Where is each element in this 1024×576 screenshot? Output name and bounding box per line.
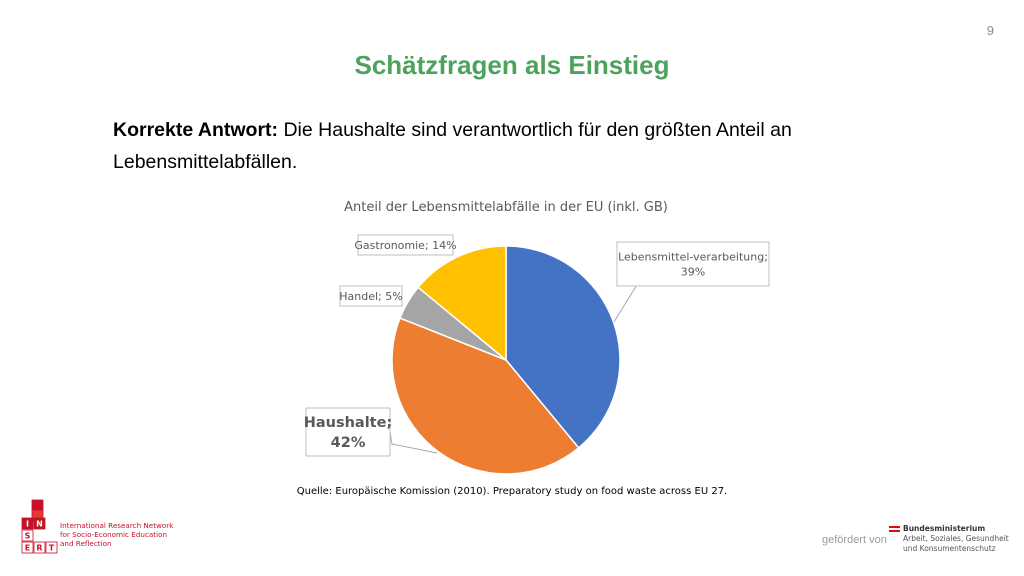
logo-letter: R: [36, 544, 42, 553]
ministry-line: Bundesministerium: [903, 524, 986, 533]
slide-title: Schätzfragen als Einstieg: [354, 50, 670, 80]
data-label: Handel; 5%: [339, 290, 402, 303]
chart-title: Anteil der Lebensmittelabfälle in der EU…: [344, 200, 668, 215]
data-label-box: [305, 407, 391, 457]
data-label: 39%: [681, 265, 705, 278]
answer-text: Die Haushalte sind verantwortlich für de…: [113, 119, 792, 173]
funded-by-label: gefördert von: [822, 534, 887, 546]
insert-logo: I NSE R T: [21, 499, 58, 554]
source-note: Quelle: Europäische Komission (2010). Pr…: [296, 486, 728, 497]
logo-cube: [33, 517, 46, 530]
ministry-line: und Konsumentenschutz: [903, 544, 996, 553]
ministry-logo-text: Bundesministerium Arbeit, Soziales, Gesu…: [903, 524, 1009, 554]
ministry-line: Arbeit, Soziales, Gesundheit: [903, 534, 1009, 543]
answer-label: Korrekte Antwort:: [113, 119, 279, 141]
logo-letter: I: [26, 520, 29, 529]
data-label: Gastronomie; 14%: [354, 239, 456, 252]
leader-line: [389, 431, 438, 454]
pie-slice: [505, 245, 621, 449]
logo-text-line: and Reflection: [60, 539, 112, 548]
page-number: 9: [986, 23, 994, 38]
pie-slice: [417, 245, 507, 362]
data-label-box: [339, 285, 403, 307]
logo-cube: [21, 541, 34, 554]
logo-cube: [33, 541, 46, 554]
pie-slice: [391, 317, 580, 475]
logo-cube: [21, 517, 34, 530]
logo-letter: S: [25, 532, 31, 541]
logo-letter: T: [49, 544, 55, 553]
logo-text-line: for Socio-Economic Education: [60, 530, 168, 539]
logo-letter: N: [36, 520, 43, 529]
data-label: 42%: [331, 435, 366, 451]
data-label-box: [357, 234, 454, 256]
data-label-box: [616, 241, 770, 287]
logo-cube: [45, 541, 58, 554]
logo-cube: [21, 529, 34, 542]
logo-text-line: International Research Network: [60, 521, 174, 530]
data-label: Lebensmittel-verarbeitung;: [618, 250, 768, 263]
data-label: Haushalte;: [304, 415, 393, 431]
logo-text: International Research Network for Socio…: [60, 521, 173, 548]
answer-paragraph: Korrekte Antwort: Die Haushalte sind ver…: [113, 114, 893, 178]
logo-cube: [31, 499, 44, 512]
logo-letter: E: [25, 544, 30, 553]
austrian-flag-icon: [889, 526, 900, 532]
